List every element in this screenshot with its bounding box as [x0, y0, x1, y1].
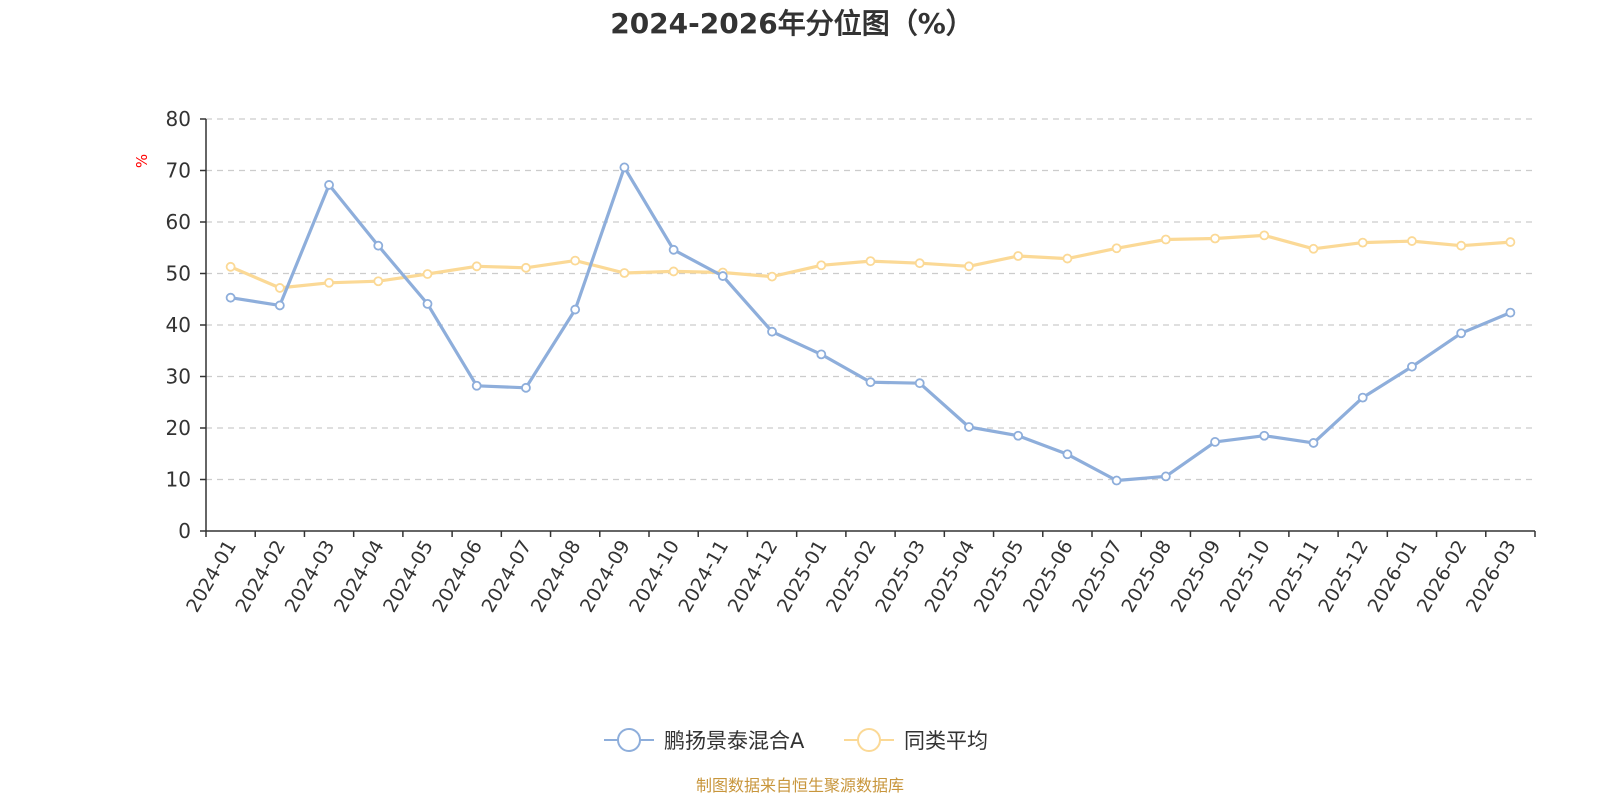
data-point [1407, 361, 1417, 372]
data-point [1407, 236, 1417, 246]
data-point [964, 261, 974, 272]
data-point [816, 349, 827, 360]
data-point [521, 382, 531, 393]
data-point [619, 162, 630, 173]
data-point [914, 378, 925, 389]
data-point [1062, 253, 1073, 264]
grid-lines [206, 118, 1535, 481]
data-point [619, 268, 630, 278]
y-tick-label: 0 [178, 519, 191, 543]
data-point [668, 266, 679, 277]
data-point [865, 256, 876, 267]
data-point [865, 377, 876, 388]
data-point [1308, 438, 1319, 448]
y-tick-label: 80 [166, 107, 191, 131]
data-point [1357, 392, 1368, 403]
y-tick-label: 30 [166, 365, 191, 389]
data-point [1111, 243, 1122, 254]
data-point [1505, 237, 1516, 247]
data-point [1357, 237, 1368, 248]
data-point [1013, 430, 1024, 441]
data-point [1210, 437, 1220, 447]
data-point [1013, 251, 1024, 261]
series-1 [225, 162, 1516, 486]
data-point [471, 380, 482, 391]
legend-item: 鹏扬景泰混合A [604, 728, 805, 753]
data-point [717, 271, 728, 281]
series-line [229, 165, 1513, 483]
data-point [1160, 234, 1171, 245]
y-axis: 0 10 20 30 40 50 60 70 80 [166, 107, 207, 543]
data-point [816, 260, 827, 271]
data-point [422, 269, 433, 279]
data-point [1456, 240, 1467, 251]
y-tick-label: 70 [166, 159, 191, 183]
source-note: 制图数据来自恒生聚源数据库 [696, 776, 904, 795]
data-point [274, 283, 285, 293]
data-point [767, 271, 777, 282]
data-point [1259, 230, 1270, 241]
y-tick-label: 50 [166, 262, 191, 286]
y-axis-unit: % [133, 154, 151, 168]
data-point [422, 298, 433, 309]
x-axis: 2024-012024-022024-032024-042024-052024-… [182, 530, 1536, 616]
data-point [964, 422, 974, 432]
data-point [1210, 233, 1220, 244]
data-point [274, 300, 285, 311]
legend-label: 鹏扬景泰混合A [664, 729, 805, 753]
data-point [225, 261, 236, 272]
y-tick-label: 40 [166, 313, 191, 337]
data-point [1062, 449, 1073, 460]
y-tick-label: 20 [166, 416, 191, 440]
data-point [1456, 328, 1467, 339]
chart-title: 2024-2026年分位图（%） [610, 7, 974, 40]
data-point [1160, 471, 1171, 482]
data-point [914, 258, 925, 269]
legend-label: 同类平均 [904, 729, 988, 753]
data-point [521, 262, 531, 273]
legend-item: 同类平均 [844, 728, 988, 753]
data-point [570, 255, 581, 266]
data-point [1111, 475, 1122, 486]
legend-marker [857, 728, 881, 752]
data-point [767, 326, 777, 337]
data-point [225, 292, 236, 303]
data-point [471, 261, 482, 272]
series-layer [225, 162, 1516, 486]
legend-marker [617, 728, 641, 752]
data-point [324, 277, 334, 288]
y-tick-label: 60 [166, 210, 191, 234]
data-point [570, 304, 581, 315]
data-point [668, 244, 679, 255]
y-tick-label: 10 [166, 468, 191, 492]
data-point [373, 276, 384, 287]
data-point [1308, 243, 1319, 254]
data-point [1259, 430, 1270, 441]
legend: 鹏扬景泰混合A 同类平均 [604, 728, 988, 753]
data-point [324, 180, 334, 190]
data-point [1505, 307, 1516, 318]
series-2 [225, 230, 1516, 293]
data-point [373, 240, 384, 251]
